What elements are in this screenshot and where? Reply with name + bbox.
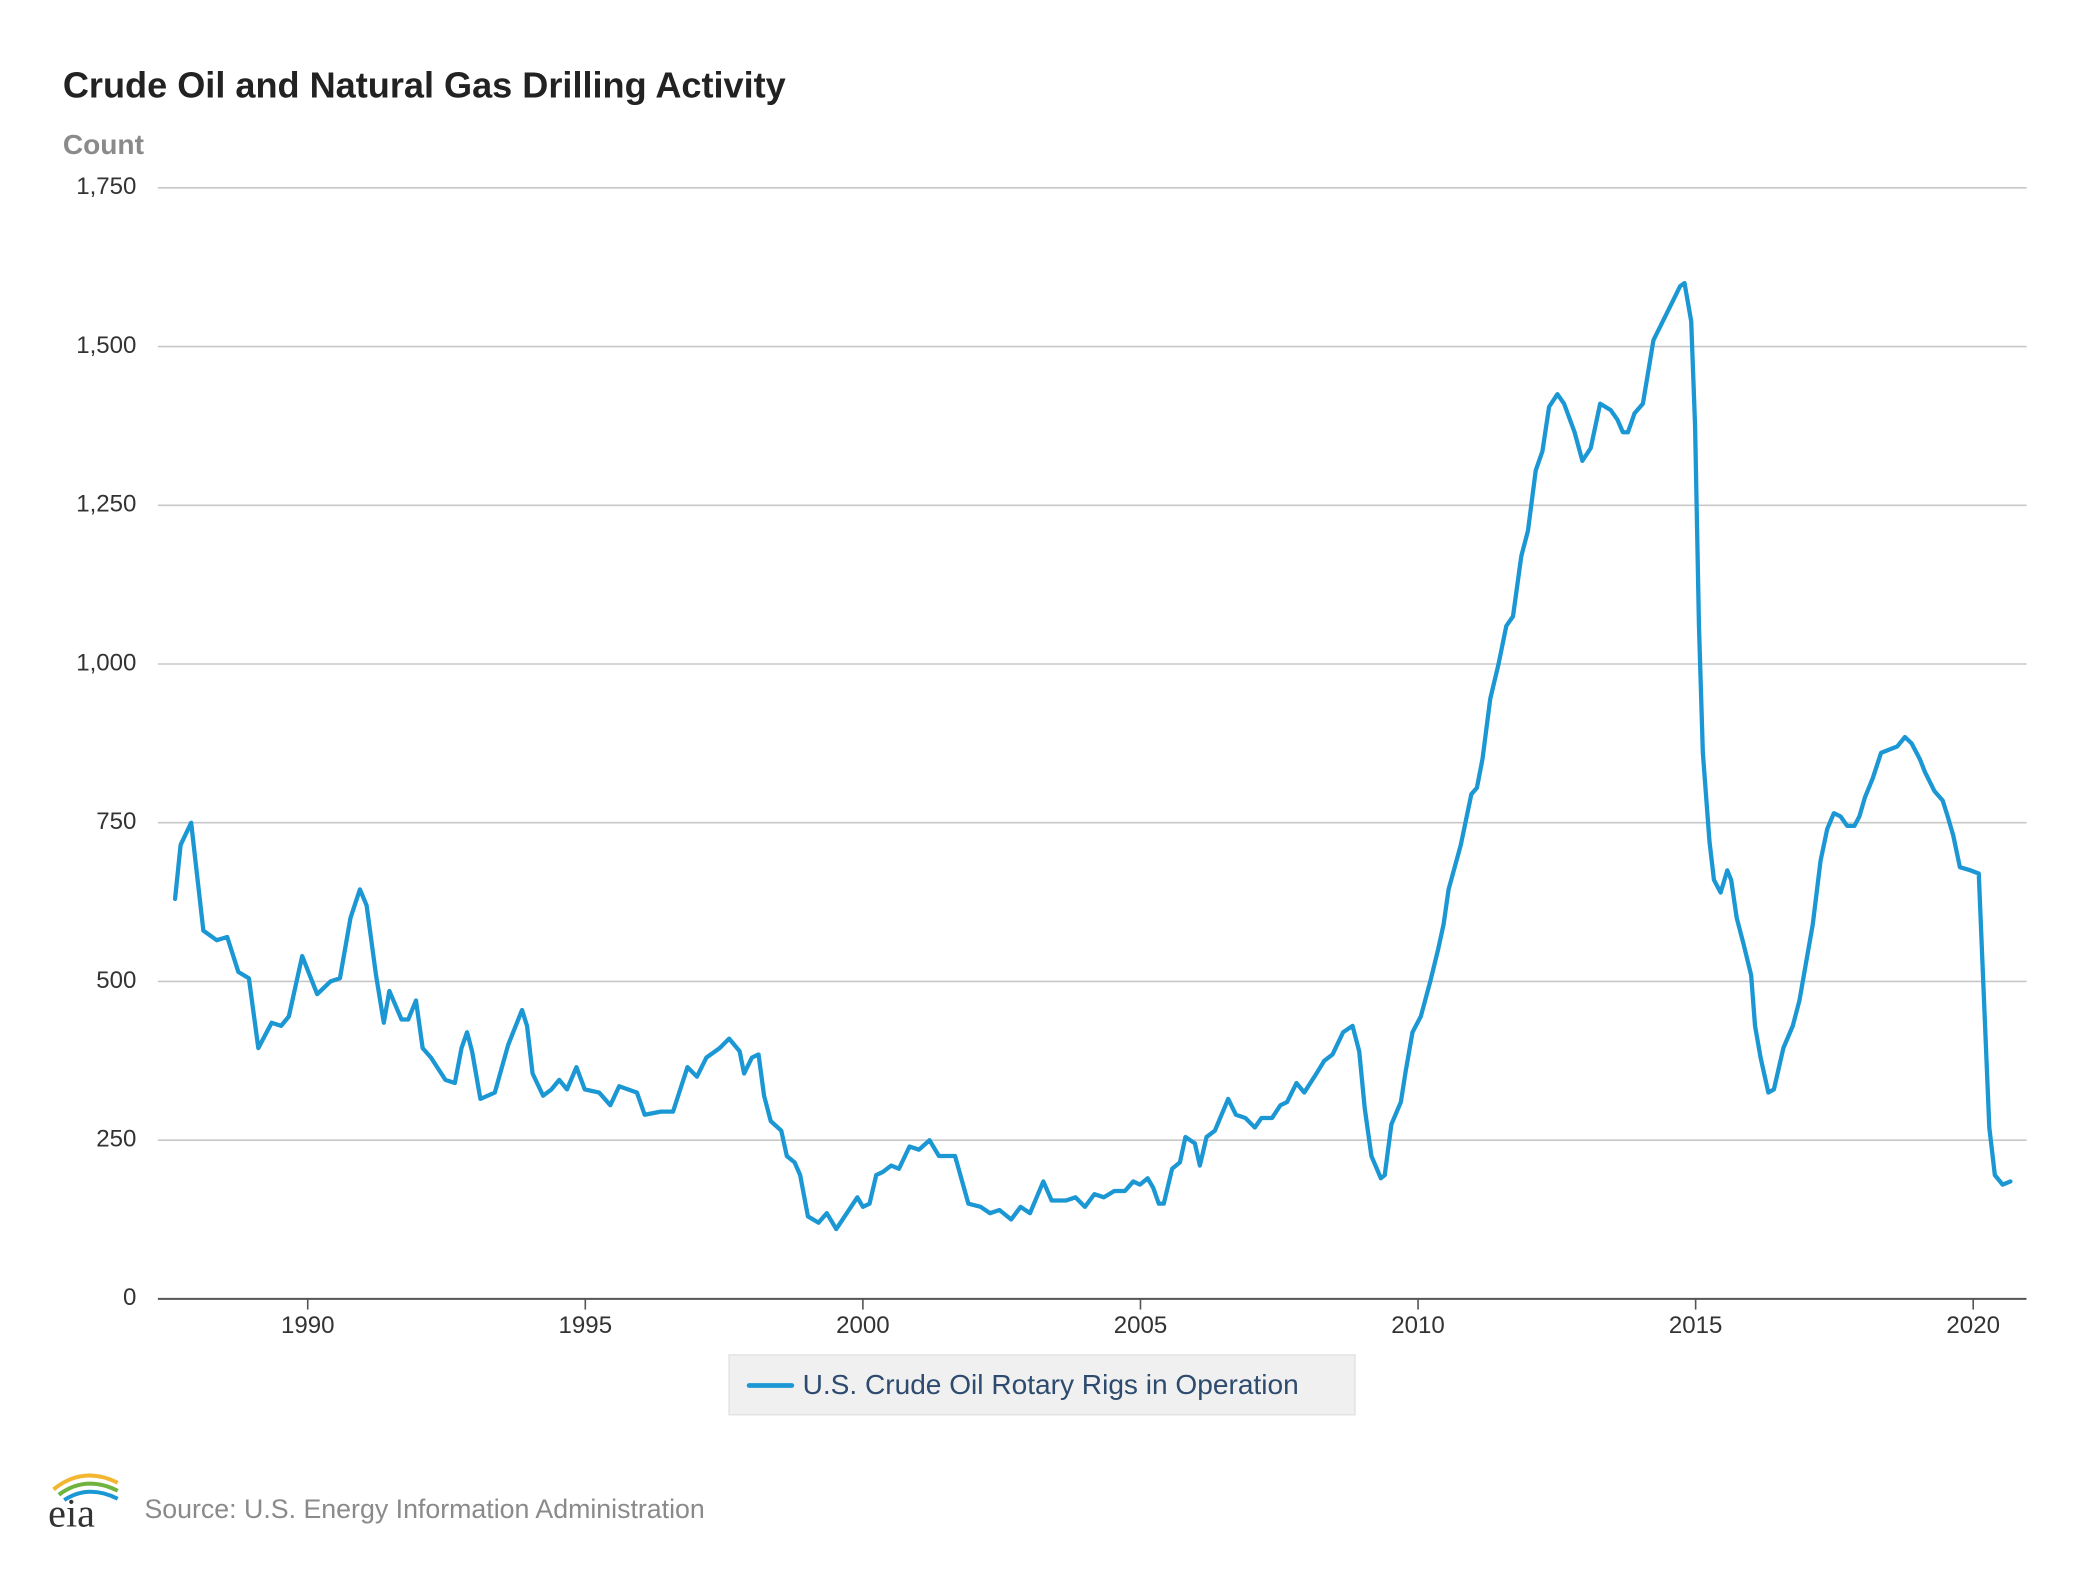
y-axis-label: Count <box>63 129 144 160</box>
y-tick-label: 1,000 <box>76 649 136 676</box>
y-tick-label: 0 <box>123 1284 136 1311</box>
logo-arc <box>63 1489 119 1502</box>
y-tick-label: 1,500 <box>76 332 136 359</box>
y-tick-label: 750 <box>96 808 136 835</box>
logo-arc <box>52 1473 119 1491</box>
logo-arc <box>57 1481 119 1497</box>
x-tick-label: 2020 <box>1946 1312 2000 1339</box>
x-tick-label: 2015 <box>1669 1312 1723 1339</box>
legend-box <box>728 1354 1356 1416</box>
legend: U.S. Crude Oil Rotary Rigs in Operation <box>728 1354 1356 1416</box>
y-tick-label: 250 <box>96 1126 136 1153</box>
x-tick-label: 1995 <box>559 1312 613 1339</box>
y-tick-label: 500 <box>96 967 136 994</box>
source-note: Source: U.S. Energy Information Administ… <box>144 1494 704 1524</box>
logo-text: eia <box>48 1491 95 1536</box>
y-tick-label: 1,250 <box>76 491 136 518</box>
legend-label: U.S. Crude Oil Rotary Rigs in Operation <box>803 1369 1299 1400</box>
x-tick-label: 2005 <box>1114 1312 1168 1339</box>
y-tick-label: 1,750 <box>76 173 136 200</box>
data-line <box>172 280 2013 1232</box>
eia-logo: eia <box>48 1473 119 1536</box>
chart-title: Crude Oil and Natural Gas Drilling Activ… <box>63 64 786 105</box>
x-tick-label: 2010 <box>1391 1312 1445 1339</box>
x-tick-label: 2000 <box>836 1312 890 1339</box>
x-tick-label: 1990 <box>281 1312 335 1339</box>
